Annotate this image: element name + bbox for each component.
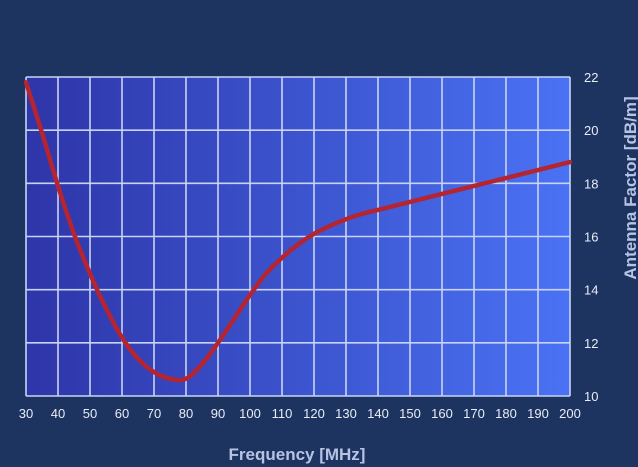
x-tick-label: 40 bbox=[51, 406, 65, 421]
x-tick-label: 140 bbox=[367, 406, 389, 421]
y-tick-label: 14 bbox=[584, 283, 598, 298]
y-axis-title: Antenna Factor [dB/m] bbox=[621, 96, 638, 279]
x-tick-label: 110 bbox=[272, 406, 293, 421]
y-tick-label: 12 bbox=[584, 336, 598, 351]
x-tick-label: 120 bbox=[303, 406, 325, 421]
x-tick-label: 50 bbox=[83, 406, 97, 421]
x-tick-label: 60 bbox=[115, 406, 129, 421]
x-tick-labels: 30 40 50 60 70 80 90 100 110 120 130 140 150 160 170 18… bbox=[19, 406, 581, 421]
y-tick-label: 16 bbox=[584, 230, 598, 245]
x-tick-label: 90 bbox=[211, 406, 225, 421]
x-tick-label: 160 bbox=[431, 406, 453, 421]
x-axis-title: Frequency [MHz] bbox=[229, 445, 366, 464]
x-tick-label: 150 bbox=[399, 406, 421, 421]
y-tick-label: 10 bbox=[584, 389, 598, 404]
series-line-0 bbox=[23, 80, 573, 383]
y-tick-labels: 10 12 14 16 18 20 22 bbox=[584, 70, 598, 404]
x-tick-label: 80 bbox=[179, 406, 193, 421]
x-tick-label: 180 bbox=[495, 406, 517, 421]
y-tick-label: 22 bbox=[584, 70, 598, 85]
x-tick-label: 170 bbox=[463, 406, 485, 421]
x-tick-label: 130 bbox=[335, 406, 357, 421]
x-tick-label: 200 bbox=[559, 406, 581, 421]
curve-layer bbox=[23, 80, 573, 383]
x-tick-label: 30 bbox=[19, 406, 33, 421]
x-tick-label: 100 bbox=[239, 406, 261, 421]
x-tick-label: 190 bbox=[527, 406, 549, 421]
y-tick-label: 20 bbox=[584, 123, 598, 138]
x-tick-label: 70 bbox=[147, 406, 161, 421]
y-tick-label: 18 bbox=[584, 176, 598, 191]
